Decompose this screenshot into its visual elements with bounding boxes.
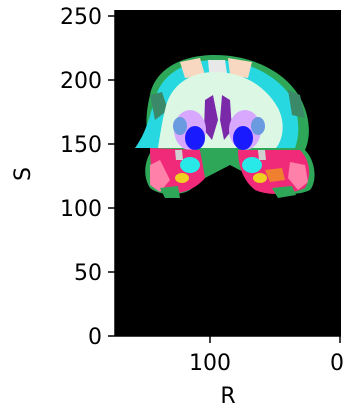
x-axis: 100 0 <box>189 336 344 376</box>
brain-segmentation-image <box>135 55 315 198</box>
y-tick-label: 250 <box>60 5 102 30</box>
y-tick-label: 150 <box>60 133 102 158</box>
y-tick-label: 100 <box>60 197 102 222</box>
y-axis-label: S <box>11 167 36 181</box>
y-tick-label: 0 <box>88 325 102 350</box>
y-axis: 0 50 100 150 200 250 <box>60 5 115 350</box>
x-tick-label: 100 <box>189 351 231 376</box>
x-tick-label: 0 <box>330 351 344 376</box>
y-tick-label: 50 <box>74 261 102 286</box>
x-axis-label: R <box>220 384 235 409</box>
y-tick-label: 200 <box>60 69 102 94</box>
